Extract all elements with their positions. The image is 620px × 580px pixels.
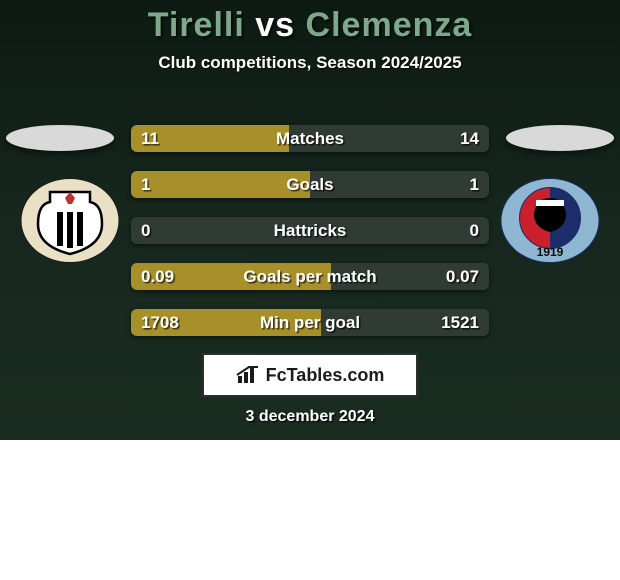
branding-box: FcTables.com — [202, 353, 418, 397]
stat-bar: 1114Matches — [131, 125, 489, 152]
club-badge-left — [20, 178, 120, 263]
player-left-platform — [6, 125, 114, 151]
date-text: 3 december 2024 — [0, 408, 620, 426]
title-left: Tirelli — [148, 6, 245, 44]
stat-bar: 17081521Min per goal — [131, 309, 489, 336]
stats-bars: 1114Matches 11Goals 00Hattricks 0.090.07Goa… — [131, 125, 489, 336]
title-vs: vs — [255, 6, 295, 44]
title-right: Clemenza — [306, 6, 473, 44]
page-title: Tirelli vs Clemenza — [0, 0, 620, 45]
stat-bar: 00Hattricks — [131, 217, 489, 244]
stat-label: Hattricks — [131, 217, 489, 244]
subtitle: Club competitions, Season 2024/2025 — [0, 53, 620, 73]
player-right-platform — [506, 125, 614, 151]
bars-icon — [236, 365, 260, 385]
comparison-panel: Tirelli vs Clemenza Club competitions, S… — [0, 0, 620, 440]
svg-text:1919: 1919 — [537, 245, 564, 259]
stat-label: Goals — [131, 171, 489, 198]
branding-text: FcTables.com — [266, 365, 385, 386]
stat-label: Min per goal — [131, 309, 489, 336]
stat-label: Goals per match — [131, 263, 489, 290]
stat-label: Matches — [131, 125, 489, 152]
club-badge-right: 1919 — [500, 178, 600, 263]
stat-bar: 11Goals — [131, 171, 489, 198]
stat-bar: 0.090.07Goals per match — [131, 263, 489, 290]
